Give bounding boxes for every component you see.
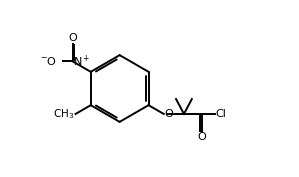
Text: Cl: Cl (215, 109, 226, 119)
Text: $^{-}$O: $^{-}$O (40, 55, 57, 67)
Text: O: O (68, 33, 77, 43)
Text: O: O (197, 132, 206, 142)
Text: CH$_3$: CH$_3$ (54, 107, 75, 121)
Text: O: O (164, 109, 173, 119)
Text: N$^+$: N$^+$ (73, 54, 91, 69)
